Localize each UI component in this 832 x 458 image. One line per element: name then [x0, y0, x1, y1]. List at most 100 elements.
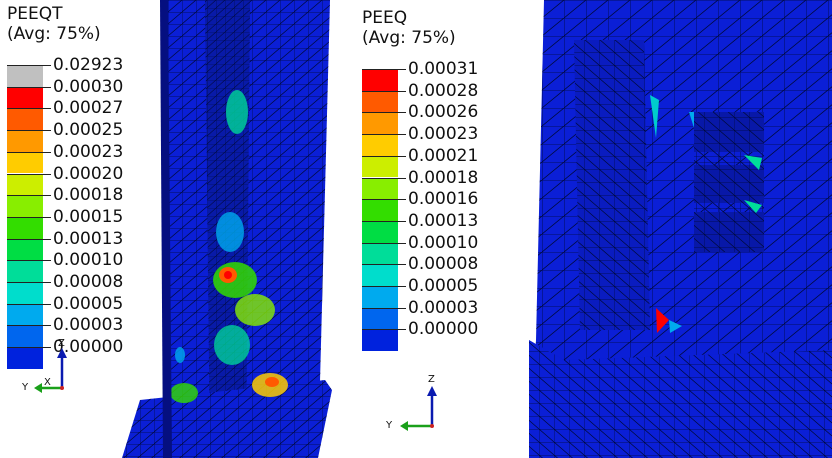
- legend-tick: [43, 195, 51, 197]
- legend-tick: [43, 65, 51, 66]
- left-viewport: PEEQT (Avg: 75%) 0.02923 0.00030 0.00027 0.…: [0, 0, 340, 458]
- legend-level-label: 0.00021: [408, 145, 479, 166]
- legend-color-swatch: [362, 90, 398, 113]
- legend-tick: [43, 260, 51, 262]
- legend-level-row: 0.00030: [7, 77, 123, 109]
- legend-tick: [398, 90, 406, 92]
- legend-level-row: 0.00020: [7, 164, 123, 196]
- legend-level-row: 0.00023: [7, 142, 123, 174]
- legend-tick: [398, 134, 406, 136]
- legend-level-label: 0.00008: [53, 272, 124, 292]
- legend-level-row: 0.00000: [7, 337, 123, 369]
- legend-level-label: 0.00013: [408, 210, 479, 231]
- legend-color-swatch: [362, 264, 398, 286]
- legend-level-row: 0.00008: [362, 254, 478, 286]
- legend-tick: [43, 347, 51, 349]
- left-contour-legend: PEEQT (Avg: 75%) 0.02923 0.00030 0.00027 0.…: [7, 4, 123, 369]
- legend-tick: [398, 112, 406, 114]
- legend-level-row: 0.00005: [362, 276, 478, 308]
- legend-tick: [43, 238, 51, 240]
- legend-color-swatch: [362, 199, 398, 221]
- legend-tick: [398, 69, 406, 70]
- legend-color-swatch: [7, 195, 43, 217]
- legend-level-row: 0.00003: [7, 315, 123, 348]
- legend-level-row: 0.00023: [362, 124, 478, 156]
- triad-z-label: Z: [58, 338, 65, 349]
- right-axis-triad: Z Y: [384, 372, 446, 434]
- legend-level-label: 0.00018: [408, 167, 479, 188]
- legend-level-label: 0.00015: [53, 206, 124, 227]
- triad-y-label: Y: [22, 382, 29, 393]
- legend-color-swatch: [7, 282, 43, 304]
- legend-level-label: 0.00005: [53, 293, 124, 314]
- left-axis-triad: Z Y X: [22, 338, 82, 398]
- legend-color-swatch: [7, 65, 43, 87]
- legend-tick: [43, 325, 51, 327]
- right-contour-legend: PEEQ (Avg: 75%) 0.00031 0.00028 0.00026 0.0…: [362, 8, 478, 352]
- legend-tick: [398, 242, 406, 244]
- legend-level-row: 0.00026: [362, 102, 478, 135]
- legend-tick: [43, 130, 51, 132]
- legend-color-swatch: [362, 220, 398, 243]
- legend-color-swatch: [7, 238, 43, 261]
- legend-level-label: 0.00016: [408, 189, 479, 210]
- legend-level-row: 0.00010: [7, 250, 123, 282]
- legend-color-swatch: [362, 134, 398, 156]
- legend-color-swatch: [7, 260, 43, 282]
- legend-color-swatch: [362, 286, 398, 308]
- legend-color-swatch: [7, 347, 43, 369]
- legend-color-swatch: [362, 155, 398, 178]
- legend-level-label: 0.00010: [408, 232, 479, 253]
- legend-level-label: 0.00005: [408, 276, 479, 296]
- legend-variable-name: PEEQ: [362, 8, 408, 28]
- triad-y-label: Y: [386, 420, 393, 431]
- legend-tick: [43, 216, 51, 218]
- legend-level-row: 0.00015: [7, 207, 123, 239]
- legend-level-row: 0.00021: [362, 146, 478, 178]
- legend-color-swatch: [362, 177, 398, 200]
- legend-level-label: 0.00003: [53, 315, 124, 336]
- legend-color-swatch: [7, 325, 43, 348]
- legend-level-label: 0.00020: [53, 163, 124, 184]
- legend-color-swatch: [362, 69, 398, 91]
- legend-level-row: 0.00000: [362, 319, 478, 352]
- legend-level-row: 0.00018: [362, 168, 478, 200]
- legend-color-swatch: [7, 151, 43, 174]
- legend-color-swatch: [7, 216, 43, 239]
- legend-tick: [398, 155, 406, 157]
- legend-level-label: 0.00010: [53, 250, 124, 271]
- legend-level-row: 0.00025: [7, 120, 123, 152]
- legend-level-label: 0.00028: [408, 80, 479, 101]
- legend-tick: [398, 264, 406, 266]
- legend-level-label: 0.00030: [53, 76, 124, 97]
- legend-level-row: 0.00005: [7, 294, 123, 326]
- legend-level-label: 0.00000: [408, 319, 479, 340]
- legend-tick: [398, 177, 406, 179]
- legend-level-label: 0.00027: [53, 98, 124, 119]
- left-fem-mesh: [122, 0, 332, 458]
- legend-level-row: 0.00031: [362, 59, 478, 91]
- legend-variable-name: PEEQT: [7, 4, 63, 24]
- triad-x-label: X: [44, 377, 51, 388]
- right-viewport: PEEQ (Avg: 75%) 0.00031 0.00028 0.00026 0.0…: [344, 0, 832, 458]
- legend-color-swatch: [362, 307, 398, 330]
- legend-tick: [398, 329, 406, 331]
- legend-averaging: (Avg: 75%): [7, 24, 101, 44]
- legend-tick: [43, 303, 51, 305]
- legend-level-label: 0.00003: [408, 297, 479, 318]
- legend-level-label: 0.00000: [53, 337, 124, 358]
- legend-tick: [43, 282, 51, 283]
- legend-level-row: 0.00018: [7, 185, 123, 217]
- legend-color-swatch: [7, 303, 43, 326]
- legend-level-row: 0.00013: [362, 211, 478, 243]
- legend-color-swatch: [7, 86, 43, 109]
- legend-level-row: 0.00028: [362, 81, 478, 113]
- legend-tick: [43, 86, 51, 88]
- legend-color-swatch: [362, 112, 398, 135]
- legend-tick: [43, 173, 51, 175]
- legend-level-row: 0.00013: [7, 229, 123, 261]
- legend-level-label: 0.00026: [408, 102, 479, 123]
- legend-tick: [398, 199, 406, 201]
- legend-level-label: 0.00008: [408, 254, 479, 275]
- legend-level-row: 0.00003: [362, 298, 478, 330]
